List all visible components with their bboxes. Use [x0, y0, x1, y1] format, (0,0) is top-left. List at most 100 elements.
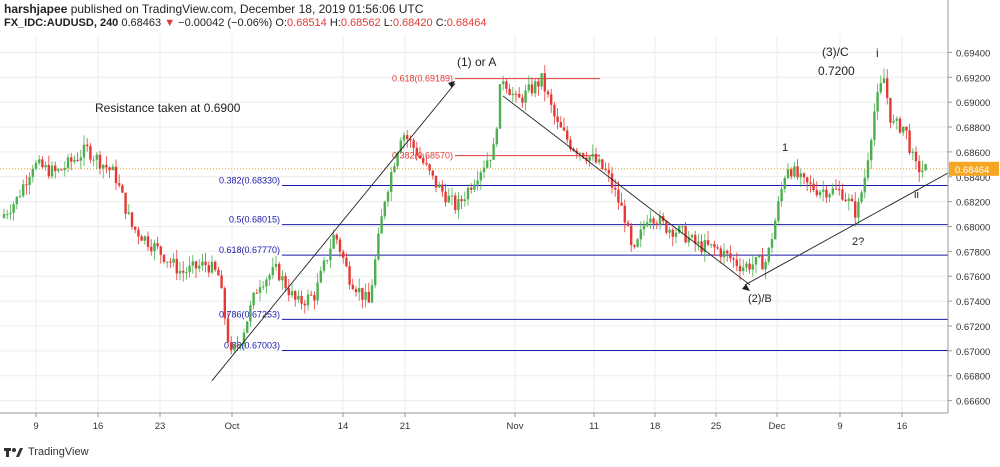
- candle-down: [732, 258, 735, 260]
- candle-down: [537, 81, 540, 87]
- candle-down: [25, 184, 28, 186]
- candle-up: [498, 84, 502, 129]
- candle-up: [63, 168, 66, 170]
- candle-up: [73, 159, 76, 162]
- candle-down: [604, 168, 607, 170]
- high-label: H:: [329, 17, 341, 29]
- candle-up: [322, 260, 326, 271]
- candle-down: [415, 147, 418, 156]
- tradingview-footer[interactable]: TradingView: [4, 446, 89, 458]
- candle-down: [726, 250, 729, 254]
- publish-info: published on TradingView.com, December 1…: [67, 2, 424, 16]
- candle-up: [847, 198, 850, 201]
- candle-down: [886, 78, 889, 98]
- candle-down: [601, 159, 604, 169]
- candle-up: [463, 199, 466, 202]
- candle-up: [687, 237, 690, 243]
- candle-up: [870, 140, 873, 161]
- x-tick-label: 9: [33, 421, 38, 432]
- candle-down: [70, 157, 73, 162]
- candle-down: [543, 73, 546, 92]
- candle-up: [319, 270, 322, 283]
- candle-up: [502, 81, 505, 85]
- publish-line: harshjapee published on TradingView.com,…: [4, 2, 423, 16]
- candle-up: [239, 344, 242, 346]
- candle-down: [313, 294, 316, 301]
- candle-down: [706, 240, 710, 245]
- low-value: 0.68420: [392, 17, 433, 29]
- candle-down: [562, 127, 566, 131]
- candle-up: [402, 135, 406, 141]
- candle-down: [700, 241, 703, 253]
- candle-down: [633, 245, 636, 247]
- candle-down: [114, 166, 118, 184]
- x-tick-label: 18: [650, 421, 661, 432]
- candle-up: [191, 261, 194, 266]
- candle-down: [140, 236, 143, 241]
- candle-up: [482, 167, 486, 173]
- candle-down: [105, 164, 108, 168]
- candle-down: [812, 183, 815, 191]
- annotation-ii: ii: [914, 189, 919, 201]
- candle-up: [383, 201, 386, 217]
- candle-up: [258, 287, 262, 293]
- candle-down: [802, 173, 806, 178]
- x-tick-label: Dec: [769, 421, 786, 432]
- candlesticks: [2, 65, 927, 355]
- candle-up: [252, 292, 255, 306]
- candle-up: [534, 81, 537, 94]
- candle-down: [361, 287, 364, 300]
- candle-up: [166, 261, 169, 263]
- candle-down: [844, 199, 847, 201]
- candle-down: [556, 116, 559, 122]
- candle-up: [770, 239, 774, 248]
- candle-up: [50, 165, 54, 177]
- candle-up: [466, 187, 470, 200]
- candle-down: [508, 88, 511, 96]
- candle-down: [652, 218, 655, 224]
- fib-level-label: 0.382(0.68330): [219, 175, 280, 185]
- candle-up: [697, 241, 700, 244]
- annotation-resistance: Resistance taken at 0.6900: [95, 101, 241, 115]
- candle-down: [470, 187, 473, 190]
- candle-down: [220, 275, 223, 289]
- symbol-label[interactable]: FX_IDC:AUDUSD, 240: [4, 17, 119, 29]
- candle-down: [162, 254, 166, 262]
- candle-up: [396, 152, 399, 167]
- candle-down: [345, 257, 348, 267]
- author-name[interactable]: harshjapee: [4, 2, 68, 16]
- candle-up: [380, 216, 383, 234]
- candle-down: [310, 294, 313, 296]
- candle-up: [879, 83, 882, 93]
- candle-up: [316, 282, 319, 301]
- candle-up: [450, 195, 454, 197]
- candle-down: [665, 221, 668, 233]
- y-tick-label: 0.66800: [956, 372, 990, 383]
- candle-up: [28, 176, 31, 185]
- low-label: L:: [383, 17, 393, 29]
- candle-up: [674, 232, 678, 237]
- candle-up: [758, 255, 761, 258]
- y-tick-label: 0.68000: [956, 223, 990, 234]
- candle-up: [9, 212, 12, 215]
- candle-up: [111, 166, 114, 171]
- candle-up: [822, 189, 825, 192]
- candle-up: [82, 144, 86, 158]
- candle-up: [646, 222, 649, 226]
- candle-down: [159, 246, 162, 255]
- last-price-badge: [949, 161, 999, 176]
- y-tick-label: 0.67400: [956, 297, 990, 308]
- candle-up: [246, 321, 249, 333]
- candle-up: [143, 236, 146, 241]
- candle-down: [354, 289, 358, 293]
- candle-up: [742, 267, 745, 272]
- y-tick-label: 0.69400: [956, 48, 990, 59]
- candle-up: [306, 294, 310, 306]
- candle-up: [598, 159, 601, 163]
- candle-down: [431, 170, 434, 176]
- candle-down: [617, 189, 620, 203]
- candle-up: [271, 267, 274, 276]
- last-price: 0.68463: [121, 17, 162, 29]
- candle-up: [34, 162, 38, 169]
